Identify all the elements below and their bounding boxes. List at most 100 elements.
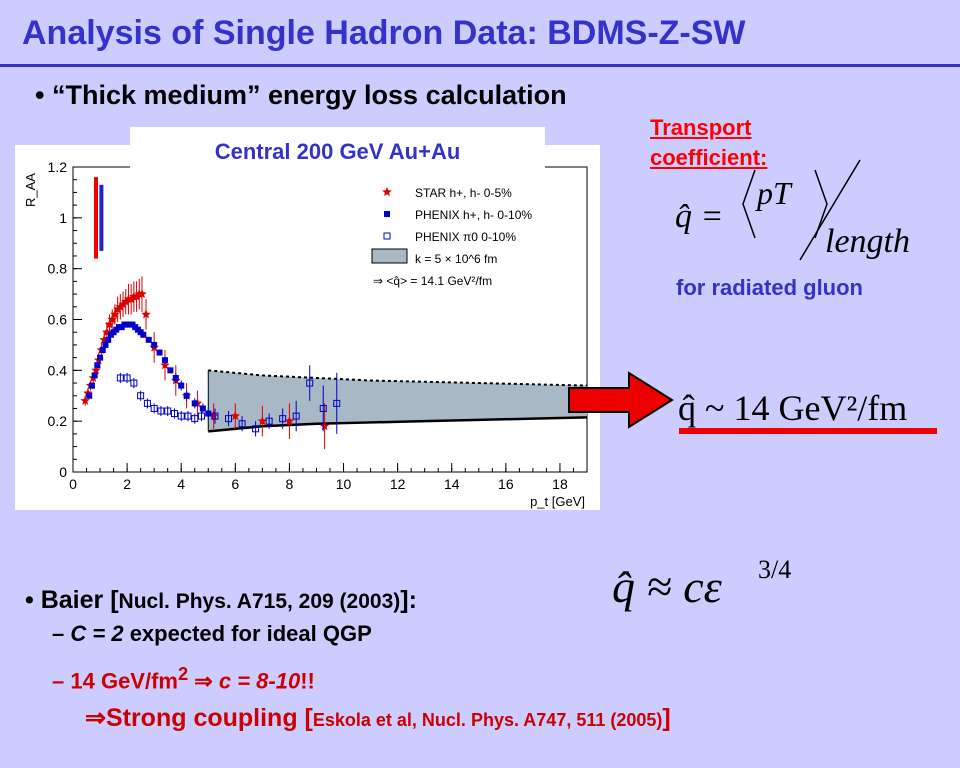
phenix-pi0-point [292,412,300,420]
x-tick-label: 0 [69,476,77,492]
phenix-pi0-point [177,412,185,420]
phenix-pi0-point [164,407,172,415]
star-point [137,289,147,299]
baier-bullet: • [25,586,34,614]
phenix-pi0-point [191,415,199,423]
star-point [284,416,295,426]
legend-label: PHENIX π0 0-10% [415,230,516,244]
strong-close: ] [662,704,671,732]
band-lower-edge [208,416,588,433]
transport-line-2: coefficient: [650,145,768,170]
star-point [110,309,120,319]
phenix-h-point [178,382,185,389]
star-point [121,296,131,306]
gev-sup: 2 [177,663,189,684]
phenix-h-point [99,347,106,353]
x-tick-label: 18 [552,476,568,492]
phenix-h-point [191,400,198,407]
phenix-h-point [161,357,168,364]
y-tick-label: 0.2 [48,413,68,429]
x-tick-label: 4 [177,476,185,492]
legend-marker-phenix-pi0 [383,232,391,240]
x-tick-label: 14 [444,476,460,492]
transport-line-1: Transport [650,115,752,140]
y-tick-label: 0.4 [48,362,68,378]
phenix-h-point [199,405,206,412]
qhat-value-equation: q̂ ~ 14 GeV²/fm [678,388,907,428]
x-tick-label: 10 [336,476,352,492]
star-point [99,334,109,344]
phenix-h-point [145,336,152,343]
phenix-h-point [151,341,158,348]
eq3-exponent: 3/4 [758,555,791,584]
qhat-scaling-equation: q̂ ≈ cε 3/4 [612,555,791,612]
star-point [115,301,126,311]
gev-line: – 14 GeV/fm2 ⇒ c = 8-10!! [52,663,315,694]
phenix-pi0-point [130,379,138,387]
strong-ref: Eskola et al, Nucl. Phys. A747, 511 (200… [312,710,663,730]
c-dash: – [52,621,65,646]
phenix-pi0-point [225,415,233,423]
baier-ref: Nucl. Phys. A715, 209 (2003) [118,590,401,613]
phenix-pi0-point [184,412,192,420]
eq1-right-bracket [814,169,828,239]
red-arrow [568,371,674,429]
phenix-h-point [205,410,212,417]
phenix-pi0-point [306,379,314,387]
phenix-pi0-point [265,417,273,425]
star-point [112,304,123,314]
phenix-h-point [183,392,190,399]
x-tick-label: 8 [286,476,294,492]
phenix-h-point [88,382,95,389]
y-tick-label: 0 [59,464,67,480]
phenix-h-point [140,331,147,338]
legend-marker-star [382,187,392,196]
star-point [319,421,330,431]
phenix-pi0-point [116,374,124,382]
normalization-uncertainty-bar [99,184,104,251]
phenix-pi0-point [211,412,219,420]
strong-coupling-line: ⇒Strong coupling [Eskola et al, Nucl. Ph… [85,703,671,733]
baier-line: • Baier [Nucl. Phys. A715, 209 (2003)]: [25,586,417,615]
qhat-definition-equation: q̂ = pT length [675,159,910,261]
star-point [141,309,151,319]
c-italic: C = 2 [70,621,124,646]
star-point [230,411,241,421]
phenix-pi0-point [143,399,151,407]
phenix-pi0-point [157,407,165,415]
gev-implies: ⇒ [188,668,219,694]
gev-lead: 14 GeV/fm [70,668,178,694]
phenix-pi0-point [123,374,131,382]
legend-label: PHENIX h+, h- 0-10% [415,208,532,222]
phenix-h-point [172,374,179,381]
legend-label: k = 5 × 10^6 fm [415,252,497,266]
plot-area: 0 2 4 6 8 10 12 14 16 18 0 0.2 0.4 0.6 0.8 1 1.2 p_t [GeV… [15,145,600,510]
x-tick-label: 6 [231,476,239,492]
qhat-underline [679,428,937,434]
star-point [91,365,101,375]
legend-label: STAR h+, h- 0-5% [415,186,512,200]
y-tick-label: 0.8 [48,261,68,277]
eq1-left-bracket [742,169,756,239]
x-tick-label: 16 [498,476,514,492]
eq1-lhs: q̂ = [675,198,723,235]
chart-label: Central 200 GeV Au+Au [130,127,545,171]
eq1-slash [799,159,861,261]
x-tick-label: 2 [123,476,131,492]
baier-name: Baier [ [40,586,119,614]
y-tick-label: 1.2 [48,159,68,175]
gev-italic: c = 8-10 [218,668,301,694]
phenix-h-point [94,362,101,369]
c-line: – C = 2 expected for ideal QGP [52,621,372,647]
phenix-h-point [86,392,93,399]
phenix-h-point [102,341,109,348]
star-point [102,327,112,337]
gev-dash: – [52,668,65,694]
gev-excl: !! [300,668,315,694]
c-rest: expected for ideal QGP [123,621,372,646]
phenix-h-point [97,354,104,361]
phenix-pi0-point [319,404,327,412]
y-axis-label: R_AA [23,173,38,207]
star-point [118,299,128,309]
strong-arrow: ⇒ [85,704,106,732]
